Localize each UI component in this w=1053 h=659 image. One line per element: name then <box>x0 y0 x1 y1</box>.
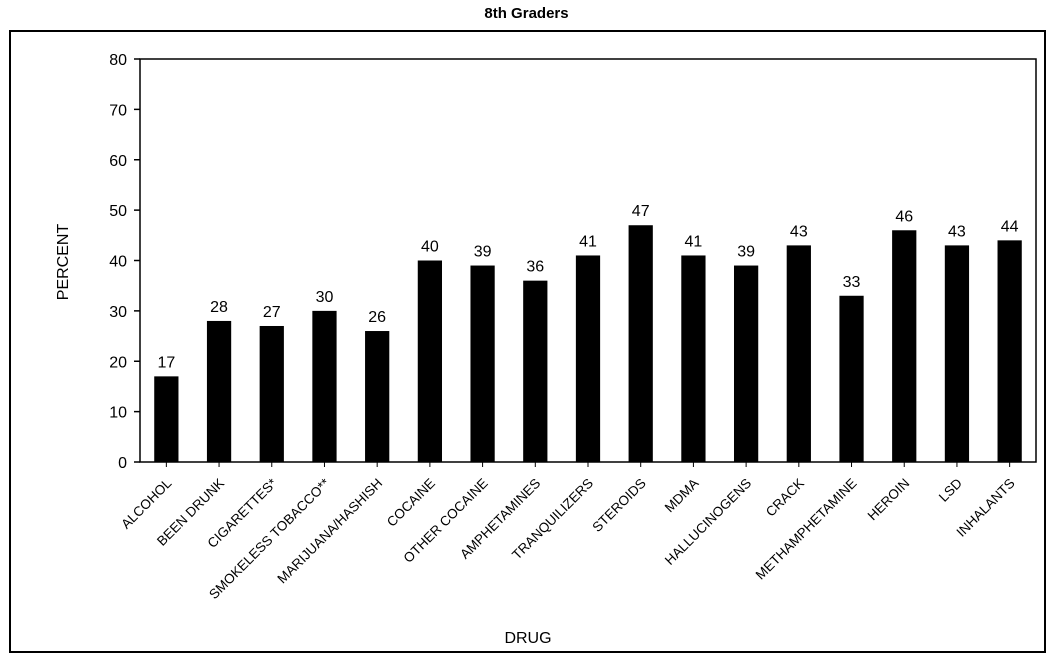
data-label: 39 <box>474 244 492 261</box>
data-label: 43 <box>790 223 808 240</box>
data-label: 30 <box>316 289 334 306</box>
y-tick-label: 60 <box>109 153 127 170</box>
data-label: 40 <box>421 239 439 256</box>
bars-group: 17 28 27 30 26 40 39 36 41 47 41 39 43 33 46 43 44 <box>154 203 1022 462</box>
bar <box>470 265 495 462</box>
x-axis-label: DRUG <box>504 630 551 647</box>
bar <box>365 331 390 462</box>
y-tick-label: 70 <box>109 102 127 119</box>
bar <box>628 225 653 462</box>
chart-frame <box>9 30 1046 653</box>
bar <box>154 376 179 462</box>
x-tick-label: STEROIDS <box>589 476 648 535</box>
y-tick-label: 30 <box>109 304 127 321</box>
bar <box>944 245 970 462</box>
data-label: 36 <box>526 259 544 276</box>
data-label: 47 <box>632 203 650 220</box>
x-tick-label: MARIJUANA/HASHISH <box>274 476 385 587</box>
bar <box>997 240 1022 462</box>
bar <box>733 265 759 462</box>
bar <box>839 295 864 462</box>
chart-title: 8th Graders <box>484 5 569 22</box>
x-tick-label: ALCOHOL <box>118 475 175 532</box>
x-tick-label: COCAINE <box>384 476 438 530</box>
bar <box>417 260 443 462</box>
x-tick-label: HEROIN <box>865 476 913 524</box>
y-tick-label: 0 <box>118 455 127 472</box>
bar <box>575 255 601 462</box>
data-label: 39 <box>737 244 755 261</box>
bar <box>681 255 706 462</box>
y-axis: 0 10 20 30 40 50 60 70 80 <box>109 52 140 472</box>
bar <box>259 325 284 462</box>
bar <box>206 320 232 462</box>
y-tick-label: 20 <box>109 354 127 371</box>
data-label: 41 <box>685 233 703 250</box>
bar <box>892 230 917 462</box>
y-tick-label: 50 <box>109 203 127 220</box>
data-label: 26 <box>368 309 386 326</box>
x-tick-label: LSD <box>936 475 965 504</box>
data-label: 17 <box>157 354 175 371</box>
bar <box>786 245 811 462</box>
data-label: 43 <box>948 223 966 240</box>
y-tick-label: 80 <box>109 52 127 69</box>
bar <box>312 310 337 462</box>
data-label: 33 <box>843 274 861 291</box>
x-tick-label: METHAMPHETAMINE <box>753 476 860 583</box>
data-label: 27 <box>263 304 281 321</box>
x-tick-label: CRACK <box>763 476 807 520</box>
data-label: 44 <box>1001 218 1019 235</box>
bar <box>523 280 548 462</box>
y-tick-label: 10 <box>109 405 127 422</box>
data-label: 46 <box>895 208 913 225</box>
x-tick-label: MDMA <box>662 476 702 516</box>
data-label: 41 <box>579 233 597 250</box>
y-axis-label: PERCENT <box>55 224 72 301</box>
data-label: 28 <box>210 299 228 316</box>
y-tick-label: 40 <box>109 254 127 271</box>
